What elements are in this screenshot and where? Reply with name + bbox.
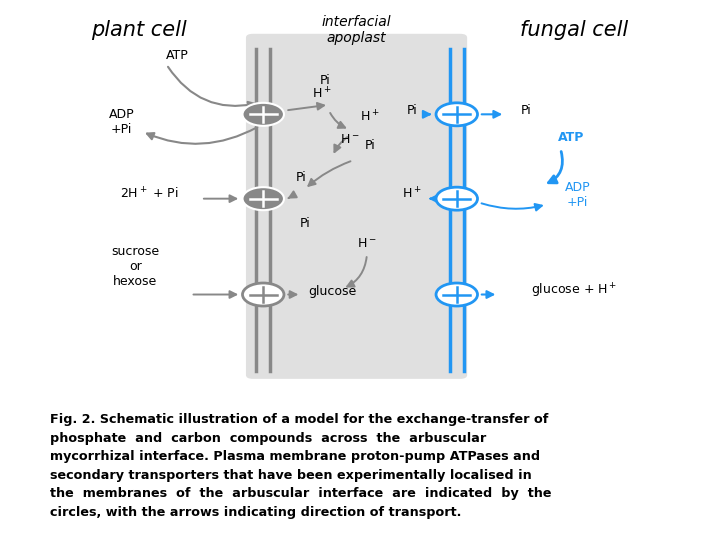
Circle shape xyxy=(436,187,477,210)
Text: Pi: Pi xyxy=(365,139,376,152)
Text: Pi: Pi xyxy=(521,104,531,117)
Text: ADP
+Pi: ADP +Pi xyxy=(565,181,590,210)
Circle shape xyxy=(243,187,284,210)
Text: Pi: Pi xyxy=(296,171,307,185)
Text: H$^+$: H$^+$ xyxy=(360,110,379,125)
Text: Pi: Pi xyxy=(320,73,330,86)
Text: glucose: glucose xyxy=(308,285,356,298)
Text: Pi: Pi xyxy=(407,104,417,117)
Circle shape xyxy=(243,283,284,306)
Text: interfacial
apoplast: interfacial apoplast xyxy=(322,15,392,45)
Text: sucrose
or
hexose: sucrose or hexose xyxy=(112,245,159,288)
Text: Fig. 2. Schematic illustration of a model for the exchange-transfer of
phosphate: Fig. 2. Schematic illustration of a mode… xyxy=(50,413,552,518)
Text: Pi: Pi xyxy=(300,218,310,231)
Text: H$^-$: H$^-$ xyxy=(340,133,359,146)
Text: H$^-$: H$^-$ xyxy=(357,237,377,249)
Text: H$^+$: H$^+$ xyxy=(312,87,332,102)
Text: ADP
+Pi: ADP +Pi xyxy=(109,109,135,137)
Text: plant cell: plant cell xyxy=(91,20,186,40)
Text: glucose + H$^+$: glucose + H$^+$ xyxy=(531,282,617,300)
Text: H$^+$: H$^+$ xyxy=(402,186,422,201)
Text: fungal cell: fungal cell xyxy=(521,20,629,40)
Text: ATP: ATP xyxy=(166,49,188,62)
Circle shape xyxy=(436,283,477,306)
Circle shape xyxy=(436,103,477,126)
Circle shape xyxy=(243,103,284,126)
FancyBboxPatch shape xyxy=(246,34,467,379)
Text: ATP: ATP xyxy=(557,131,584,144)
Text: 2H$^+$ + Pi: 2H$^+$ + Pi xyxy=(120,186,179,201)
